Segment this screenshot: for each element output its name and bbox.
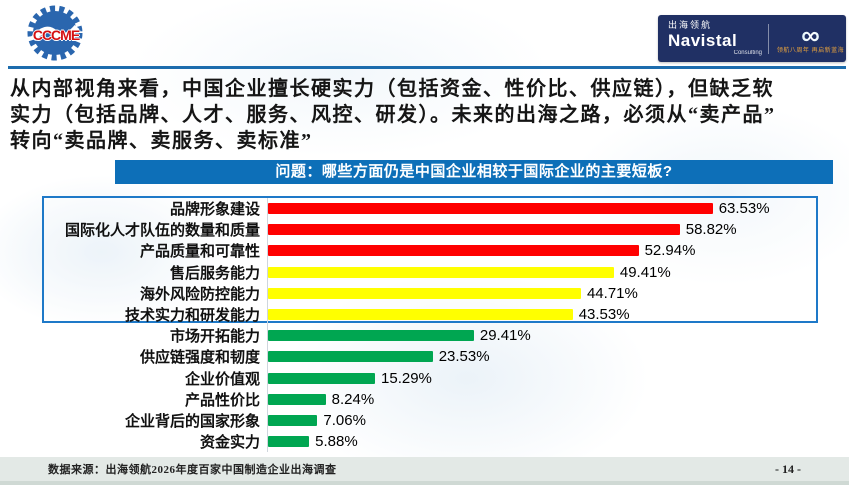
chart-row: 国际化人才队伍的数量和质量 58.82% xyxy=(42,219,818,241)
value-label: 15.29% xyxy=(381,369,432,387)
intro-paragraph: 从内部视角来看，中国企业擅长硬实力（包括资金、性价比、供应链），但缺乏软 实力（… xyxy=(10,76,841,154)
bar xyxy=(268,266,614,278)
page-number: - 14 - xyxy=(775,461,801,476)
bar-area: 23.53% xyxy=(267,346,818,368)
cccme-gear-icon xyxy=(27,5,83,61)
infinity-icon: ∞ xyxy=(775,22,846,48)
bar xyxy=(268,203,713,215)
navistal-wordmark: 出海领航 Navistal Consulting xyxy=(658,20,762,57)
chart-row: 产品质量和可靠性 52.94% xyxy=(42,240,818,262)
value-label: 44.71% xyxy=(586,284,638,302)
category-label: 产品质量和可靠性 xyxy=(139,244,260,261)
chart-row: 售后服务能力 49.41% xyxy=(42,261,818,283)
bar xyxy=(268,372,376,384)
bar xyxy=(268,330,474,342)
category-label: 供应链强度和韧度 xyxy=(139,350,260,367)
value-label: 7.06% xyxy=(323,411,366,429)
cccme-logo-text: CCCME xyxy=(32,27,80,43)
bar-chart: 品牌形象建设 63.53% 国际化人才队伍的数量和质量 58.82% 产品质量和可靠性 5… xyxy=(42,196,818,454)
highlight-box xyxy=(42,196,818,323)
bar xyxy=(268,393,326,405)
chart-row: 技术实力和研发能力 43.53% xyxy=(42,303,818,326)
category-label: 海外风险防控能力 xyxy=(139,286,260,303)
value-label: 5.88% xyxy=(315,433,358,451)
bar xyxy=(268,436,310,448)
chart-row: 品牌形象建设 63.53% xyxy=(42,198,818,220)
navistal-logo: 出海领航 Navistal Consulting ∞ 领航八周年 再启新蓝海 xyxy=(658,15,846,62)
category-label: 国际化人才队伍的数量和质量 xyxy=(64,223,260,240)
question-banner: 问题：哪些方面仍是中国企业相较于国际企业的主要短板? xyxy=(115,160,833,184)
bar-area: 52.94% xyxy=(267,240,818,262)
bar-area: 43.53% xyxy=(267,303,818,326)
chart-row: 市场开拓能力 29.41% xyxy=(42,325,818,347)
logo-divider xyxy=(768,23,769,54)
value-label: 49.41% xyxy=(619,263,671,281)
bar-area: 29.41% xyxy=(267,325,818,347)
category-label: 品牌形象建设 xyxy=(169,202,260,219)
bar-area: 49.41% xyxy=(267,261,818,283)
bar xyxy=(268,351,433,363)
bar xyxy=(268,224,680,236)
chart-rows: 品牌形象建设 63.53% 国际化人才队伍的数量和质量 58.82% 产品质量和可靠性 5… xyxy=(42,198,818,453)
navistal-tagline: 领航八周年 再启新蓝海 xyxy=(776,47,845,54)
navistal-emblem: ∞ 领航八周年 再启新蓝海 xyxy=(775,22,846,54)
data-source: 数据来源：出海领航2026年度百家中国制造企业出海调查 xyxy=(48,464,337,476)
footer-bar: 数据来源：出海领航2026年度百家中国制造企业出海调查 - 14 - xyxy=(0,457,849,481)
navistal-brand-text: Navistal xyxy=(668,31,738,50)
category-label: 产品性价比 xyxy=(184,392,260,409)
value-label: 8.24% xyxy=(331,390,375,408)
chart-row: 供应链强度和韧度 23.53% xyxy=(42,346,818,368)
intro-line-2: 实力（包括品牌、人才、服务、风控、研发）。未来的出海之路，必须从“卖产品” xyxy=(10,104,776,126)
chart-row: 资金实力 5.88% xyxy=(42,431,818,453)
chart-row: 产品性价比 8.24% xyxy=(42,388,818,410)
category-label: 技术实力和研发能力 xyxy=(124,308,260,325)
intro-line-1: 从内部视角来看，中国企业擅长硬实力（包括资金、性价比、供应链），但缺乏软 xyxy=(10,78,774,100)
bar-area: 7.06% xyxy=(267,409,818,432)
bar xyxy=(268,287,581,299)
value-label: 58.82% xyxy=(685,221,737,239)
value-label: 43.53% xyxy=(578,306,630,324)
bar-area: 15.29% xyxy=(267,367,818,389)
category-label: 企业价值观 xyxy=(184,371,260,388)
bar xyxy=(268,414,318,426)
chart-row: 企业背后的国家形象 7.06% xyxy=(42,409,818,432)
navistal-chinese-text: 出海领航 xyxy=(668,20,713,30)
cccme-logo: CCCME xyxy=(24,4,88,64)
navistal-consulting-text: Consulting xyxy=(733,50,762,56)
chart-row: 海外风险防控能力 44.71% xyxy=(42,282,818,304)
bar xyxy=(268,245,639,257)
value-label: 23.53% xyxy=(438,348,490,366)
category-label: 资金实力 xyxy=(199,435,260,452)
value-label: 63.53% xyxy=(718,200,770,218)
bar-area: 63.53% xyxy=(267,198,818,220)
value-label: 29.41% xyxy=(479,327,531,345)
chart-row: 企业价值观 15.29% xyxy=(42,367,818,389)
intro-line-3: 转向“卖品牌、卖服务、卖标准” xyxy=(10,130,313,152)
footer-bottom-strip xyxy=(0,481,849,485)
header-divider-line xyxy=(8,66,846,69)
bar-area: 44.71% xyxy=(267,282,818,304)
category-label: 售后服务能力 xyxy=(169,265,260,282)
bar-area: 58.82% xyxy=(267,219,818,241)
category-label: 市场开拓能力 xyxy=(169,329,260,346)
bar-area: 8.24% xyxy=(267,388,818,410)
value-label: 52.94% xyxy=(644,242,696,260)
bar-area: 5.88% xyxy=(267,431,818,453)
category-label: 企业背后的国家形象 xyxy=(124,413,260,430)
bar xyxy=(268,309,573,321)
